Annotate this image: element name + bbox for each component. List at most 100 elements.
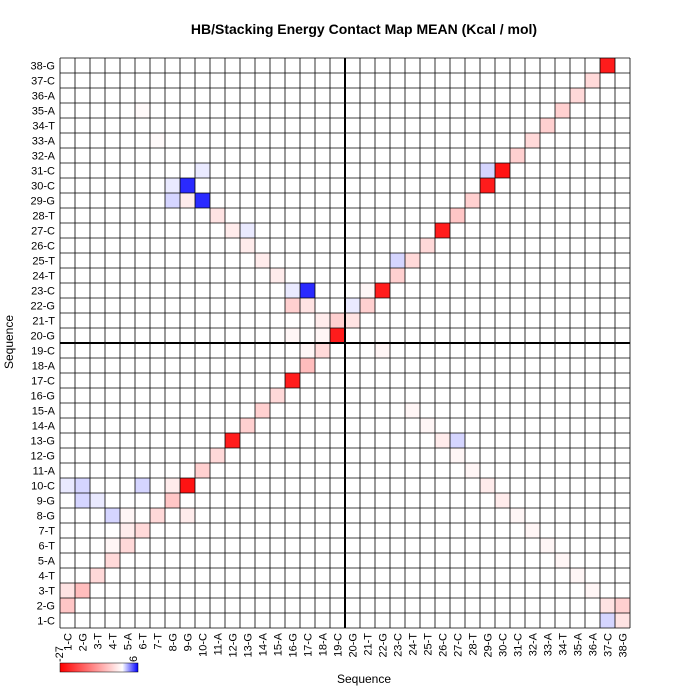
x-tick-label: 16-G [288,633,300,657]
heatmap-cell [510,508,525,523]
heatmap-cell [300,298,315,313]
x-tick-label: 28-T [468,633,480,656]
heatmap-cell [360,298,375,313]
x-tick-label: 37-C [603,633,615,657]
heatmap-cell [570,568,585,583]
heatmap-cell [105,553,120,568]
y-tick-label: 38-G [31,61,55,73]
y-tick-label: 1-C [37,616,55,628]
heatmap-cell [600,613,615,628]
y-tick-label: 32-A [32,151,56,163]
x-tick-label: 29-G [483,633,495,657]
heatmap-cell [405,403,420,418]
y-tick-label: 15-A [32,406,56,418]
heatmap-cell [390,253,405,268]
y-tick-label: 6-T [39,541,56,553]
heatmap-cell [165,193,180,208]
heatmap-cell [210,208,225,223]
heatmap-cell [60,598,75,613]
y-tick-label: 5-A [38,556,56,568]
y-tick-label: 24-T [32,271,55,283]
heatmap-cell [135,478,150,493]
heatmap-cell [255,403,270,418]
y-tick-label: 35-A [32,106,56,118]
chart-title: HB/Stacking Energy Contact Map MEAN (Kca… [191,21,537,37]
heatmap-cell [330,313,345,328]
y-tick-label: 8-G [37,511,55,523]
x-tick-label: 19-C [333,633,345,657]
y-tick-label: 36-A [32,91,56,103]
x-tick-label: 23-C [393,633,405,657]
heatmap-cell [420,238,435,253]
heatmap-cell [345,313,360,328]
heatmap-cell [270,388,285,403]
y-tick-label: 21-T [32,316,55,328]
heatmap-cell [90,568,105,583]
heatmap-cell [195,193,210,208]
x-tick-label: 11-A [213,632,225,655]
x-tick-label: 20-G [348,633,360,657]
heatmap-cell [615,613,630,628]
heatmap-cell [120,508,135,523]
heatmap-cell [600,598,615,613]
y-tick-label: 29-G [31,196,55,208]
heatmap-cell [315,328,330,343]
heatmap-cell [165,178,180,193]
heatmap-cell [375,283,390,298]
y-tick-label: 34-T [32,121,55,133]
heatmap-cell [405,253,420,268]
heatmap-cell [450,433,465,448]
heatmap-cell [75,478,90,493]
heatmap-cell [585,73,600,88]
heatmap-cell [195,463,210,478]
y-tick-label: 20-G [31,331,55,343]
y-tick-label: 7-T [39,526,56,538]
heatmap-cell [90,493,105,508]
y-tick-label: 37-C [31,76,55,88]
x-tick-label: 18-A [318,632,330,656]
heatmap-cell [180,508,195,523]
heatmap-cell [120,523,135,538]
heatmap-cell [225,223,240,238]
x-tick-label: 1-C [63,633,75,651]
heatmap-cell [120,538,135,553]
heatmap-cell [285,373,300,388]
x-tick-label: 10-C [198,633,210,657]
heatmap-cell [465,193,480,208]
x-tick-label: 13-G [243,633,255,657]
heatmap-cell [255,253,270,268]
x-tick-label: 5-A [123,632,135,650]
y-tick-label: 25-T [32,256,55,268]
heatmap-cell [495,163,510,178]
y-tick-label: 23-C [31,286,55,298]
x-tick-label: 32-A [528,632,540,656]
y-tick-label: 33-A [32,136,56,148]
y-tick-label: 4-T [39,571,56,583]
heatmap-cell [60,583,75,598]
heatmap-cell [180,193,195,208]
grid-lines [59,57,631,629]
x-tick-label: 2-G [78,633,90,651]
y-tick-label: 10-C [31,481,55,493]
heatmap-cell [420,418,435,433]
heatmap-cell [525,133,540,148]
x-axis-label: Sequence [337,672,391,686]
x-tick-labels: 1-C 2-G 3-T 4-T 5-A 6-T 7-T 8-G 9-G 10-C 11-A 12-G 1… [63,632,630,657]
y-tick-label: 12-G [31,451,55,463]
heatmap-cell [315,313,330,328]
heatmap-cell [525,523,540,538]
x-tick-label: 30-C [498,633,510,657]
heatmap-cell [135,523,150,538]
heatmap-cell [555,553,570,568]
y-tick-label: 27-C [31,226,55,238]
colorbar-min-label: -27 [54,646,66,662]
heatmap-cell [165,478,180,493]
heatmap-cell [465,463,480,478]
heatmap-cell [210,448,225,463]
heatmap-cell [225,433,240,448]
x-tick-label: 25-T [423,633,435,656]
heatmap-cell [180,478,195,493]
heatmap-cell [180,178,195,193]
x-tick-label: 21-T [363,633,375,656]
